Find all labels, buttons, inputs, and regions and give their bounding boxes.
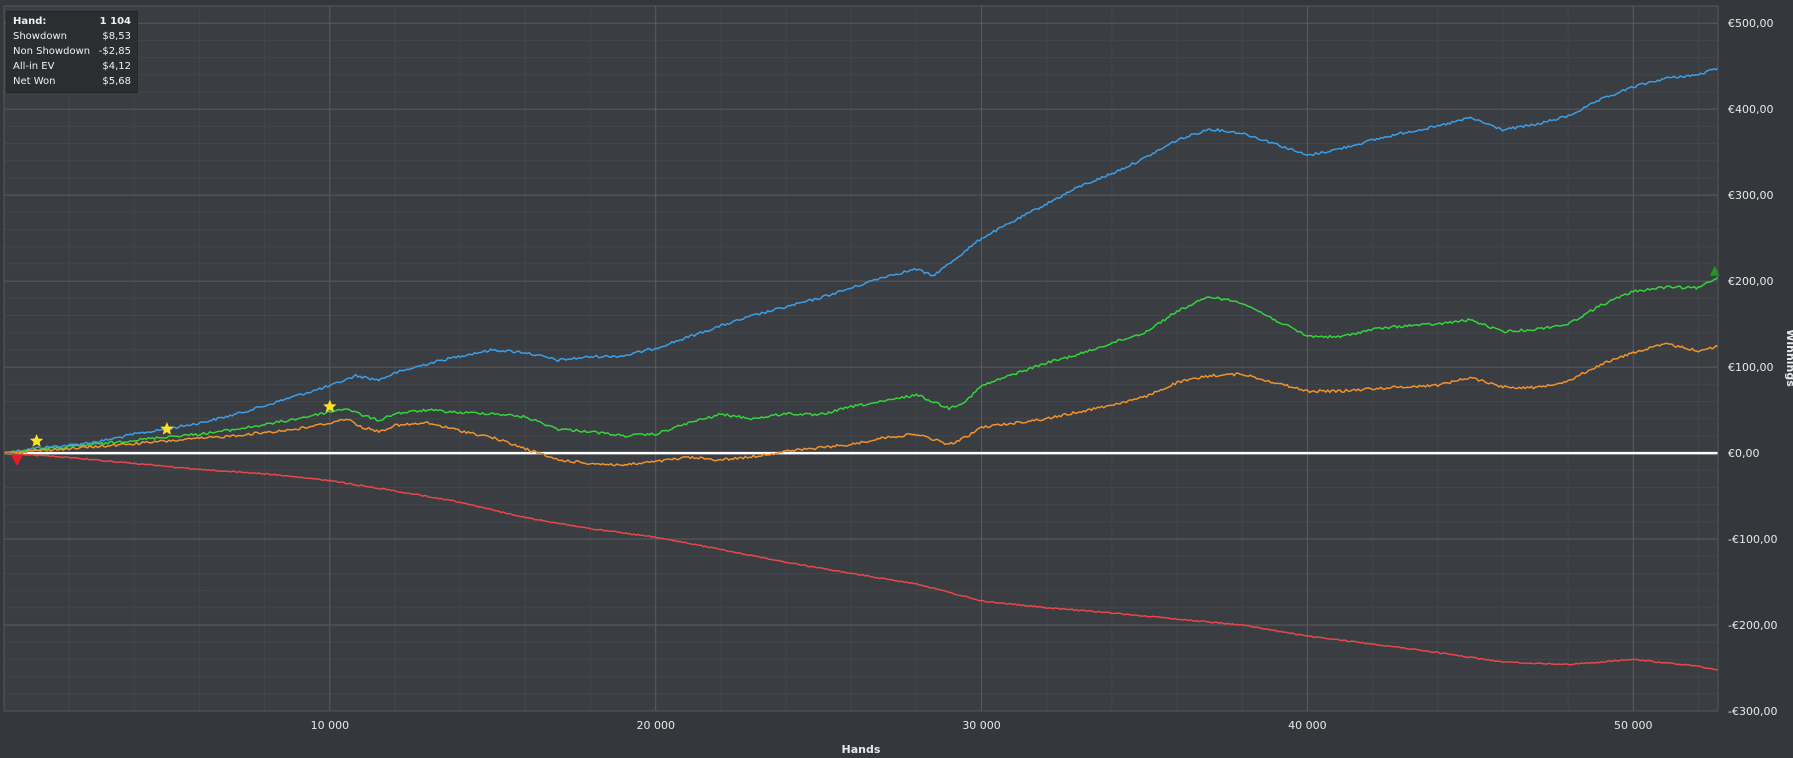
- y-tick-label: €500,00: [1728, 17, 1774, 30]
- stats-label: Hand:: [13, 16, 47, 27]
- y-tick-label: -€300,00: [1728, 705, 1777, 718]
- series-line: [3, 452, 1719, 671]
- stats-row-all-in-ev: All-in EV $4,12: [7, 59, 137, 74]
- y-tick-labels: €500,00 €400,00 €300,00 €200,00 €100,00 €0,00…: [1728, 17, 1777, 718]
- y-tick-label: €200,00: [1728, 275, 1774, 288]
- series-group: [3, 67, 1719, 671]
- x-tick-label: 50 000: [1614, 719, 1653, 732]
- stats-label: Non Showdown: [13, 46, 91, 57]
- stats-value: $5,68: [102, 76, 131, 87]
- star-marker: [160, 422, 174, 435]
- stats-row-non-showdown: Non Showdown -$2,85: [7, 44, 137, 59]
- series-line: [3, 276, 1719, 455]
- star-marker: [29, 434, 44, 447]
- major-grid: [4, 6, 1718, 712]
- y-tick-label: €0,00: [1728, 447, 1760, 460]
- x-tick-label: 30 000: [962, 719, 1001, 732]
- x-tick-label: 20 000: [636, 719, 675, 732]
- y-tick-label: €100,00: [1728, 361, 1774, 374]
- stats-row-net-won: Net Won $5,68: [7, 74, 137, 89]
- stats-row-showdown: Showdown $8,53: [7, 29, 137, 44]
- y-tick-label: -€200,00: [1728, 619, 1777, 632]
- plot-border: [3, 5, 1719, 712]
- stats-value: 1 104: [99, 16, 131, 27]
- stats-value: $8,53: [102, 31, 131, 42]
- y-tick-label: €300,00: [1728, 189, 1774, 202]
- stats-label: All-in EV: [13, 61, 55, 72]
- down-triangle-marker: [11, 454, 24, 466]
- stats-label: Net Won: [13, 76, 56, 87]
- star-marker: [323, 399, 337, 413]
- y-axis-title: Winnings: [1784, 329, 1793, 387]
- x-tick-label: 40 000: [1288, 719, 1327, 732]
- minor-grid: [4, 5, 1718, 711]
- y-tick-label: -€100,00: [1728, 533, 1777, 546]
- markers-group: [11, 265, 1720, 466]
- series-line: [3, 342, 1719, 467]
- stats-value: -$2,85: [98, 46, 131, 57]
- series-line: [3, 67, 1719, 454]
- stats-label: Showdown: [13, 31, 67, 42]
- stats-row-hand: Hand: 1 104: [7, 14, 137, 29]
- stats-value: $4,12: [102, 61, 131, 72]
- x-axis-title: Hands: [842, 743, 881, 756]
- plot-background: [4, 6, 1718, 711]
- x-tick-label: 10 000: [311, 719, 350, 732]
- up-triangle-marker: [1709, 265, 1720, 276]
- y-tick-label: €400,00: [1728, 103, 1774, 116]
- stats-panel: Hand: 1 104 Showdown $8,53 Non Showdown …: [6, 11, 138, 93]
- x-tick-labels: 10 000 20 000 30 000 40 000 50 000: [311, 719, 1653, 732]
